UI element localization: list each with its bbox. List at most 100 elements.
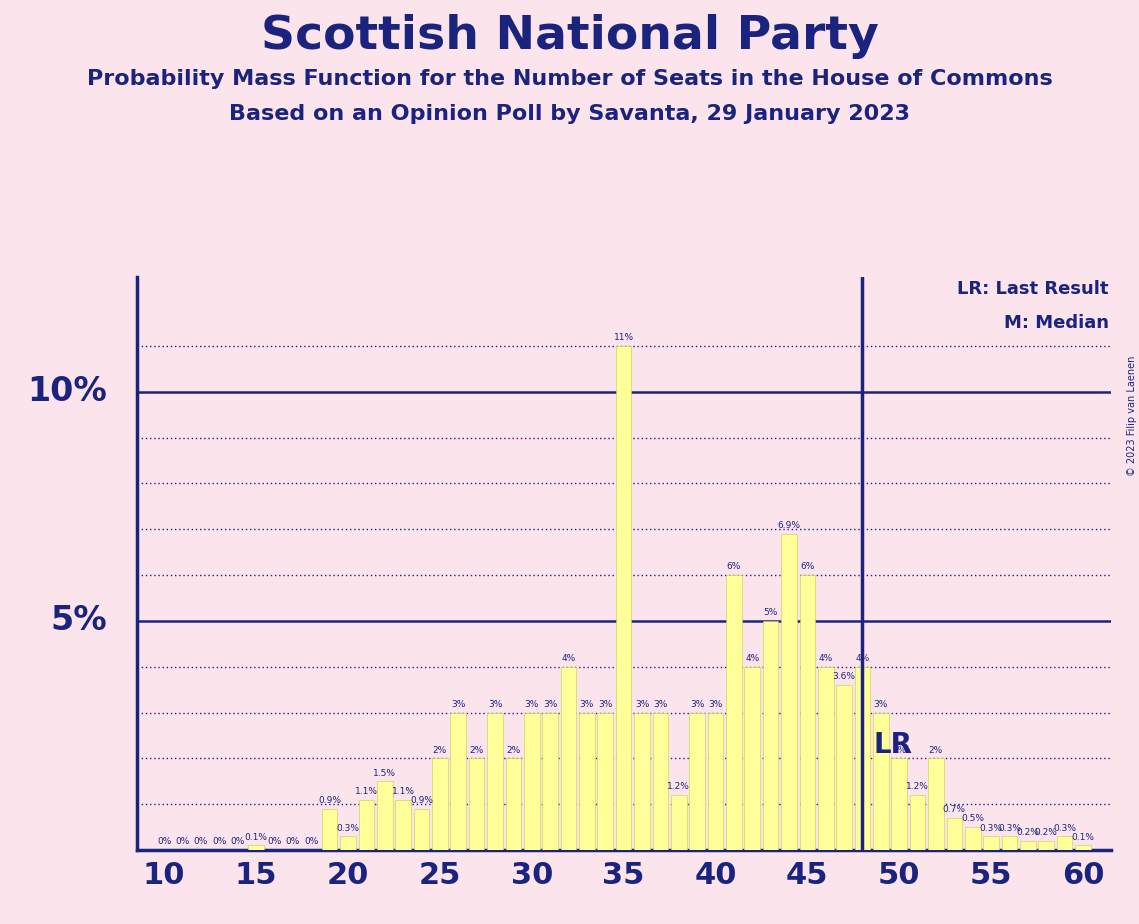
Bar (341, 836, 355, 850)
Text: 4%: 4% (855, 654, 869, 663)
Text: 0.3%: 0.3% (998, 823, 1021, 833)
Bar (469, 759, 484, 850)
Bar (487, 712, 502, 850)
Text: M: Median: M: Median (1003, 314, 1108, 333)
Bar (689, 712, 705, 850)
Text: 1.1%: 1.1% (355, 787, 378, 796)
Text: 3%: 3% (874, 699, 888, 709)
Text: 0%: 0% (175, 837, 190, 846)
Text: 0.3%: 0.3% (336, 823, 360, 833)
Bar (377, 782, 393, 850)
Text: 5%: 5% (51, 604, 107, 638)
Bar (560, 667, 576, 850)
Text: Based on an Opinion Poll by Savanta, 29 January 2023: Based on an Opinion Poll by Savanta, 29 … (229, 104, 910, 125)
Text: 0%: 0% (268, 837, 281, 846)
Bar (1075, 845, 1091, 850)
Bar (818, 667, 834, 850)
Text: 2%: 2% (433, 746, 446, 755)
Text: 3%: 3% (487, 699, 502, 709)
Text: 1.5%: 1.5% (374, 769, 396, 778)
Text: 0.2%: 0.2% (1016, 828, 1039, 837)
Bar (450, 712, 466, 850)
Text: 0.9%: 0.9% (318, 796, 341, 805)
Text: 0.5%: 0.5% (961, 814, 984, 823)
Text: 3%: 3% (690, 699, 704, 709)
Text: 2%: 2% (469, 746, 484, 755)
Text: 3%: 3% (708, 699, 722, 709)
Bar (1057, 836, 1073, 850)
Bar (322, 808, 337, 850)
Text: © 2023 Filip van Laenen: © 2023 Filip van Laenen (1126, 356, 1137, 476)
Bar (800, 575, 816, 850)
Bar (872, 712, 888, 850)
Bar (983, 836, 999, 850)
Text: 3%: 3% (525, 699, 539, 709)
Text: Scottish National Party: Scottish National Party (261, 14, 878, 59)
Bar (653, 712, 669, 850)
Bar (745, 667, 760, 850)
Text: 3%: 3% (634, 699, 649, 709)
Text: LR: Last Result: LR: Last Result (957, 280, 1108, 298)
Bar (707, 712, 723, 850)
Bar (506, 759, 522, 850)
Bar (579, 712, 595, 850)
Bar (1021, 841, 1035, 850)
Bar (524, 712, 540, 850)
Bar (432, 759, 448, 850)
Bar (598, 712, 613, 850)
Text: 0%: 0% (304, 837, 319, 846)
Text: 10%: 10% (27, 375, 107, 408)
Bar (616, 346, 631, 850)
Text: 5%: 5% (763, 608, 778, 617)
Bar (836, 685, 852, 850)
Bar (781, 534, 797, 850)
Bar (395, 799, 411, 850)
Text: 6%: 6% (727, 563, 741, 571)
Text: 3%: 3% (653, 699, 667, 709)
Text: 4%: 4% (745, 654, 760, 663)
Bar (947, 818, 962, 850)
Text: Probability Mass Function for the Number of Seats in the House of Commons: Probability Mass Function for the Number… (87, 69, 1052, 90)
Bar (965, 827, 981, 850)
Text: 6.9%: 6.9% (778, 521, 801, 530)
Bar (1001, 836, 1017, 850)
Text: 0.1%: 0.1% (1072, 833, 1095, 842)
Text: 3%: 3% (451, 699, 466, 709)
Text: 1.1%: 1.1% (392, 787, 415, 796)
Text: 2%: 2% (928, 746, 943, 755)
Text: LR: LR (874, 731, 912, 759)
Bar (1039, 841, 1054, 850)
Text: 2%: 2% (506, 746, 521, 755)
Text: 1.2%: 1.2% (667, 783, 690, 792)
Text: 0%: 0% (157, 837, 172, 846)
Text: 0.1%: 0.1% (245, 833, 268, 842)
Text: 0.9%: 0.9% (410, 796, 433, 805)
Text: 0.3%: 0.3% (980, 823, 1002, 833)
Text: 0%: 0% (194, 837, 208, 846)
Text: 4%: 4% (562, 654, 575, 663)
Bar (359, 799, 375, 850)
Bar (542, 712, 558, 850)
Text: 0%: 0% (212, 837, 227, 846)
Text: 0.7%: 0.7% (943, 806, 966, 814)
Bar (892, 759, 907, 850)
Bar (928, 759, 944, 850)
Text: 0.3%: 0.3% (1054, 823, 1076, 833)
Text: 4%: 4% (819, 654, 833, 663)
Bar (634, 712, 649, 850)
Bar (413, 808, 429, 850)
Text: 2%: 2% (892, 746, 907, 755)
Text: 0%: 0% (286, 837, 300, 846)
Text: 6%: 6% (801, 563, 814, 571)
Text: 3%: 3% (543, 699, 557, 709)
Bar (726, 575, 741, 850)
Bar (910, 795, 925, 850)
Text: 11%: 11% (614, 334, 633, 342)
Text: 0%: 0% (230, 837, 245, 846)
Bar (854, 667, 870, 850)
Text: 3%: 3% (580, 699, 595, 709)
Bar (671, 795, 687, 850)
Text: 1.2%: 1.2% (907, 783, 929, 792)
Bar (248, 845, 264, 850)
Bar (763, 621, 778, 850)
